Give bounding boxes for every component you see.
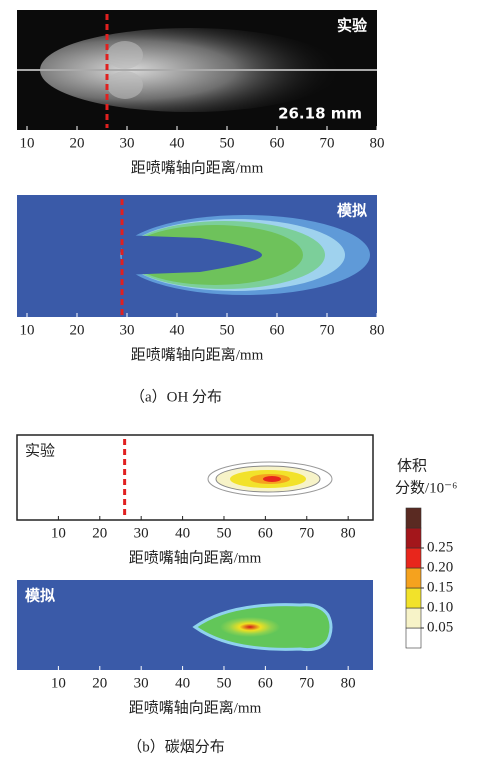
x-tick-label: 70 [299, 525, 314, 541]
x-tick-label: 60 [258, 525, 273, 541]
x-tick-label: 40 [170, 322, 185, 338]
x-tick-label: 50 [216, 525, 231, 541]
colorbar-title: 体积 [397, 457, 427, 474]
simulation-soot-image [17, 580, 373, 670]
x-tick-label: 10 [20, 135, 35, 151]
x-tick-label: 30 [134, 525, 149, 541]
x-tick-label: 10 [51, 525, 66, 541]
x-tick-label: 30 [120, 135, 135, 151]
caption: （b）碳烟分布 [127, 738, 225, 755]
x-tick-label: 20 [70, 135, 85, 151]
x-tick-label: 20 [92, 525, 107, 541]
x-tick-label: 50 [220, 322, 235, 338]
colorbar-tick-label: 0.05 [427, 619, 453, 635]
colorbar-cell [406, 568, 421, 588]
panel-label: 模拟 [25, 587, 55, 605]
x-tick-label: 10 [20, 322, 35, 338]
colorbar-cell [406, 628, 421, 648]
panel-label: 实验 [25, 442, 55, 460]
colorbar-cell [406, 608, 421, 628]
x-tick-label: 60 [270, 322, 285, 338]
x-tick-label: 70 [299, 675, 314, 691]
colorbar-tick-label: 0.20 [427, 559, 453, 575]
x-tick-label: 80 [370, 135, 385, 151]
x-tick-label: 30 [134, 675, 149, 691]
x-tick-label: 40 [170, 135, 185, 151]
x-tick-label: 20 [92, 675, 107, 691]
panel-label: 实验 [337, 17, 368, 35]
caption: （a）OH 分布 [130, 388, 222, 405]
colorbar-tick-label: 0.15 [427, 579, 453, 595]
x-tick-label: 50 [216, 675, 231, 691]
experiment-soot-image [17, 435, 373, 520]
x-tick-label: 70 [320, 135, 335, 151]
colorbar-cell [406, 588, 421, 608]
x-tick-label: 50 [220, 135, 235, 151]
x-axis-label: 距喷嘴轴向距离/mm [129, 549, 262, 566]
x-axis-label: 距喷嘴轴向距离/mm [129, 699, 262, 716]
x-axis-label: 距喷嘴轴向距离/mm [131, 159, 264, 176]
annotation: 26.18 mm [278, 105, 362, 123]
x-tick-label: 80 [341, 525, 356, 541]
colorbar-cell [406, 548, 421, 568]
x-tick-label: 80 [341, 675, 356, 691]
x-tick-label: 60 [258, 675, 273, 691]
x-tick-label: 30 [120, 322, 135, 338]
x-tick-label: 60 [270, 135, 285, 151]
x-tick-label: 40 [175, 675, 190, 691]
panel-label: 模拟 [337, 202, 367, 220]
x-tick-label: 80 [370, 322, 385, 338]
colorbar-tick-label: 0.25 [427, 539, 453, 555]
colorbar-title: 分数/10⁻⁶ [395, 479, 457, 496]
colorbar-cell [406, 508, 421, 528]
colorbar-cell [406, 528, 421, 548]
figure: （a）OH 分布 （b）碳烟分布 10 20 30 40 50 60 70 80 距喷嘴轴向距离… [0, 0, 477, 762]
x-tick-label: 20 [70, 322, 85, 338]
x-tick-label: 10 [51, 675, 66, 691]
x-axis-label: 距喷嘴轴向距离/mm [131, 346, 264, 363]
x-tick-label: 40 [175, 525, 190, 541]
x-tick-label: 70 [320, 322, 335, 338]
simulation-oh-image [17, 195, 377, 317]
colorbar-tick-label: 0.10 [427, 599, 453, 615]
